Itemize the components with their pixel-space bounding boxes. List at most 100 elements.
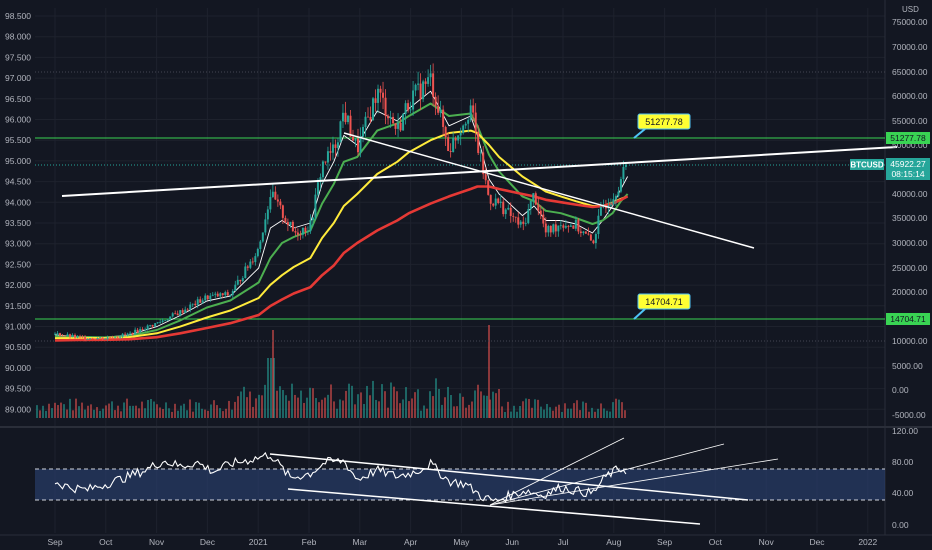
time-axis-tick: Sep	[657, 537, 672, 547]
volume-bar	[456, 406, 458, 418]
volume-bar	[111, 401, 113, 418]
candle-body	[587, 233, 590, 235]
volume-bar	[333, 401, 335, 418]
candle-body	[502, 201, 505, 215]
rsi-band-fill	[35, 469, 885, 500]
candle-body	[211, 294, 214, 296]
candle-body	[589, 234, 592, 241]
volume-bar	[201, 408, 203, 418]
time-axis-tick: Dec	[200, 537, 216, 547]
volume-bar	[417, 389, 419, 418]
candle-body	[114, 337, 117, 339]
volume-bar	[603, 408, 605, 418]
candle-body	[261, 232, 264, 242]
volume-bar	[474, 390, 476, 418]
volume-bar	[465, 407, 467, 418]
volume-bar	[117, 405, 119, 418]
candle-body	[226, 292, 229, 296]
candle-body	[539, 210, 542, 215]
candle-body	[146, 325, 149, 330]
candle-body	[559, 225, 562, 227]
volume-bar	[381, 384, 383, 418]
volume-bar	[171, 411, 173, 418]
candle-body	[84, 336, 87, 340]
right-axis-tick: 10000.00	[892, 336, 928, 346]
candle-body	[334, 144, 337, 148]
volume-bar	[204, 409, 206, 418]
candle-body	[281, 205, 284, 218]
candle-body	[96, 338, 99, 340]
candle-body	[176, 313, 179, 316]
grid-lines	[0, 0, 932, 536]
time-axis-tick: Jul	[558, 537, 569, 547]
volume-bar	[198, 402, 200, 418]
candle-body	[544, 223, 547, 233]
volume-bar	[90, 404, 92, 418]
volume-bar	[282, 390, 284, 418]
volume-bar	[189, 399, 191, 418]
volume-bar	[552, 410, 554, 418]
volume-bar	[618, 399, 620, 418]
candle-body	[429, 73, 432, 78]
volume-bar	[285, 395, 287, 418]
candle-body	[402, 114, 405, 131]
volume-bar	[162, 408, 164, 418]
candle-body	[109, 337, 112, 339]
candle-body	[624, 164, 627, 167]
candle-body	[276, 199, 279, 202]
time-axis-tick: May	[453, 537, 470, 547]
volume-bar	[519, 405, 521, 418]
volume-bar	[402, 399, 404, 418]
candle-body	[359, 136, 362, 153]
candle-body	[527, 209, 530, 224]
resistance-callout-pointer	[633, 128, 646, 139]
volume-bar	[84, 409, 86, 418]
volume-bar	[255, 398, 257, 418]
candle-body	[61, 335, 64, 337]
candle-body	[472, 105, 475, 113]
candle-body	[246, 266, 249, 268]
volume-bar	[291, 383, 293, 418]
volume-bar	[525, 398, 527, 418]
volume-bar	[114, 410, 116, 418]
rsi-fan-line-3	[489, 458, 779, 506]
candle-body	[592, 240, 595, 244]
candle-body	[507, 207, 510, 210]
symbol-tag: BTCUSD	[850, 161, 884, 170]
volume-bar	[54, 402, 56, 418]
left-axis-tick: 90.500	[5, 342, 31, 352]
candle-body	[154, 323, 157, 327]
volume-bar	[537, 399, 539, 418]
volume-bar	[315, 398, 317, 418]
right-axis-tick: 70000.00	[892, 42, 928, 52]
volume-bar	[177, 410, 179, 418]
volume-bar	[624, 410, 626, 418]
resistance-callout-bg	[637, 113, 691, 130]
candle-body	[264, 219, 267, 233]
volume-bar	[558, 404, 560, 418]
candle-body	[562, 225, 565, 228]
volume-bar	[345, 390, 347, 418]
candle-body	[379, 88, 382, 93]
ema-line-1	[54, 102, 629, 339]
rsi-axis-tick: 0.00	[892, 520, 909, 530]
volume-bar	[384, 391, 386, 418]
candle-body	[91, 338, 94, 340]
candle-body	[309, 220, 312, 232]
volume-bar	[123, 402, 125, 418]
time-axis-tick: Apr	[404, 537, 417, 547]
left-axis-tick: 97.500	[5, 52, 31, 62]
candle-body	[489, 194, 492, 204]
volume-bar	[564, 403, 566, 418]
time-axis-tick: Jun	[505, 537, 519, 547]
resistance-axis-tag: 51277.78	[890, 133, 926, 143]
candle-body	[549, 225, 552, 233]
left-axis-tick: 98.000	[5, 32, 31, 42]
candle-body	[499, 201, 502, 204]
volume-bar	[180, 405, 182, 418]
candle-body	[422, 81, 425, 100]
candle-body	[341, 112, 344, 122]
candle-body	[294, 231, 297, 233]
candle-body	[74, 334, 77, 338]
candle-body	[166, 319, 169, 321]
